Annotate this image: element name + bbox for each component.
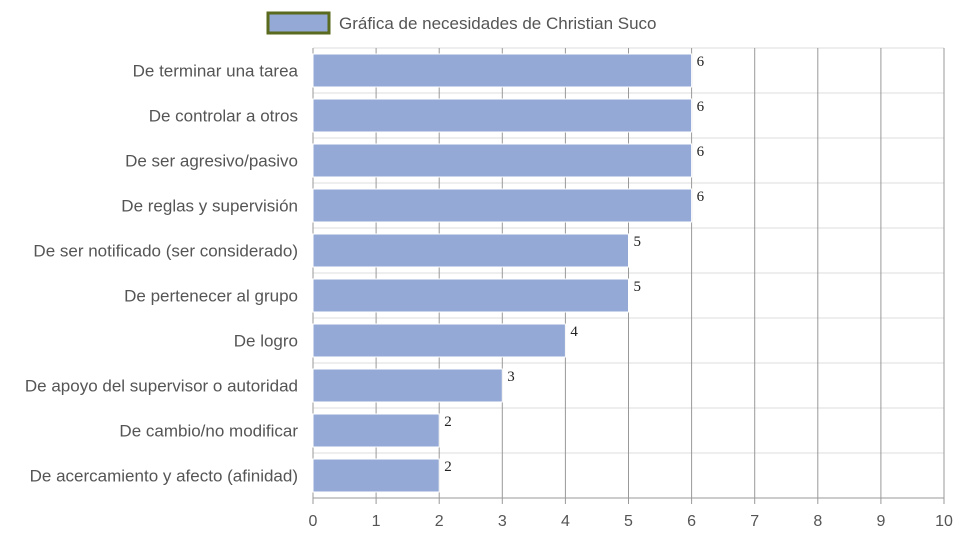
legend-label: Gráfica de necesidades de Christian Suco <box>339 14 657 33</box>
data-label: 6 <box>697 189 705 205</box>
bar[interactable] <box>312 278 629 313</box>
legend-swatch <box>266 11 331 35</box>
bar[interactable] <box>312 53 693 88</box>
bar[interactable] <box>312 188 693 223</box>
x-tick-label: 6 <box>687 513 696 530</box>
data-label: 6 <box>697 54 705 70</box>
category-labels: De terminar una tarea De controlar a otro… <box>25 62 299 486</box>
bar[interactable] <box>312 98 693 133</box>
x-tick-label: 4 <box>561 513 570 530</box>
category-label: De logro <box>234 332 298 351</box>
data-label: 2 <box>444 414 452 430</box>
bar[interactable] <box>312 143 693 178</box>
category-label: De controlar a otros <box>149 107 298 126</box>
x-axis: 0 1 2 3 4 5 6 7 8 9 10 <box>309 497 953 530</box>
category-label: De terminar una tarea <box>133 62 299 81</box>
data-label: 6 <box>697 144 705 160</box>
legend[interactable]: Gráfica de necesidades de Christian Suco <box>266 11 657 35</box>
x-tick-label: 0 <box>309 513 318 530</box>
bar[interactable] <box>312 458 440 493</box>
category-label: De ser notificado (ser considerado) <box>33 242 298 261</box>
x-tick-label: 5 <box>624 513 633 530</box>
data-label: 5 <box>634 234 642 250</box>
data-label: 5 <box>634 279 642 295</box>
data-labels: 6 6 6 6 5 5 4 3 2 2 <box>444 54 704 475</box>
x-tick-label: 7 <box>750 513 759 530</box>
bars <box>312 53 693 493</box>
category-label: De ser agresivo/pasivo <box>125 152 298 171</box>
x-tick-label: 2 <box>435 513 444 530</box>
category-label: De pertenecer al grupo <box>124 287 298 306</box>
bar[interactable] <box>312 368 503 403</box>
category-label: De cambio/no modificar <box>119 422 298 441</box>
x-tick-label: 9 <box>876 513 885 530</box>
x-tick-label: 8 <box>813 513 822 530</box>
x-tick-label: 1 <box>372 513 381 530</box>
bar[interactable] <box>312 413 440 448</box>
category-label: De apoyo del supervisor o autoridad <box>25 377 298 396</box>
bar[interactable] <box>312 323 566 358</box>
x-tick-label: 10 <box>935 513 953 530</box>
data-label: 3 <box>507 369 515 385</box>
data-label: 4 <box>570 324 578 340</box>
category-label: De acercamiento y afecto (afinidad) <box>30 467 298 486</box>
data-label: 2 <box>444 459 452 475</box>
data-label: 6 <box>697 99 705 115</box>
category-label: De reglas y supervisión <box>121 197 298 216</box>
x-tick-label: 3 <box>498 513 507 530</box>
bar[interactable] <box>312 233 629 268</box>
